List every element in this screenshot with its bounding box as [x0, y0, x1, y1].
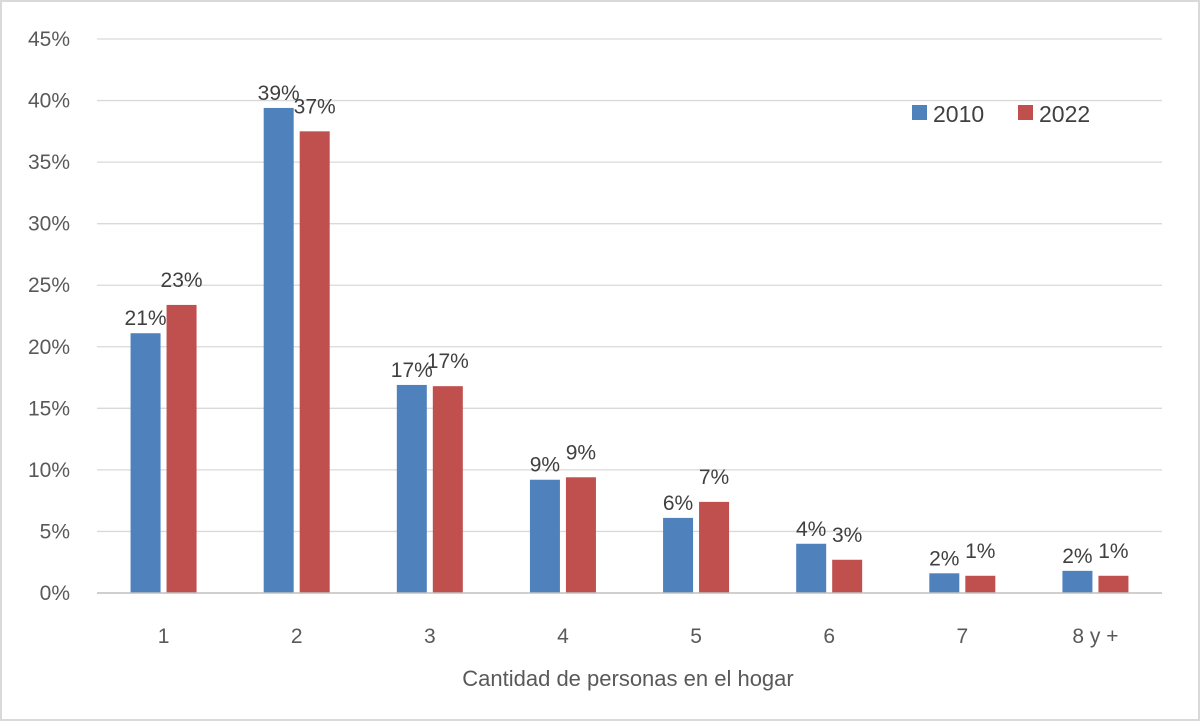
legend-swatch-2022 — [1018, 105, 1033, 120]
y-tick-label: 30% — [28, 213, 70, 236]
y-tick-label: 10% — [28, 459, 70, 482]
x-tick-label: 6 — [823, 625, 835, 648]
bar-2022-1 — [166, 304, 197, 593]
y-tick-label: 35% — [28, 151, 70, 174]
x-tick-label: 8 y + — [1072, 625, 1118, 648]
y-tick-label: 45% — [28, 28, 70, 51]
bar-2010-6 — [796, 543, 827, 593]
bar-2010-1 — [130, 333, 161, 593]
data-label-2010-4: 9% — [530, 454, 560, 477]
x-axis-title: Cantidad de personas en el hogar — [462, 666, 793, 691]
y-tick-label: 0% — [40, 582, 70, 605]
bar-2022-4 — [565, 477, 596, 593]
data-label-2022-5: 7% — [699, 466, 729, 489]
bar-2010-8 — [1062, 570, 1093, 593]
x-tick-label: 7 — [956, 625, 968, 648]
x-tick-label: 5 — [690, 625, 702, 648]
y-axis-ticks: 0% 5% 10% 15% 20% 25% 30% 35% 40% 45% — [28, 28, 70, 605]
legend-label-2022: 2022 — [1039, 101, 1090, 127]
bar-2022-5 — [699, 501, 730, 593]
y-tick-label: 40% — [28, 90, 70, 113]
y-tick-label: 5% — [40, 520, 70, 543]
data-label-2022-6: 3% — [832, 524, 862, 547]
bars — [130, 107, 1129, 594]
data-label-2022-3: 17% — [427, 350, 469, 373]
bar-2022-8 — [1098, 575, 1129, 593]
data-label-2022-7: 1% — [965, 540, 995, 563]
data-label-2010-3: 17% — [391, 359, 433, 382]
x-tick-label: 1 — [158, 625, 170, 648]
data-label-2022-2: 37% — [294, 95, 336, 118]
bar-2022-2 — [299, 131, 330, 594]
bar-2010-3 — [396, 384, 427, 593]
x-tick-label: 3 — [424, 625, 436, 648]
y-tick-label: 15% — [28, 397, 70, 420]
x-tick-label: 4 — [557, 625, 569, 648]
data-label-2010-6: 4% — [796, 518, 826, 541]
bar-2010-5 — [663, 517, 694, 593]
bar-2022-6 — [832, 559, 863, 593]
bar-2010-2 — [263, 107, 294, 593]
data-label-2010-8: 2% — [1062, 545, 1092, 568]
data-label-2022-4: 9% — [566, 441, 596, 464]
data-label-2010-7: 2% — [929, 547, 959, 570]
data-label-2022-8: 1% — [1098, 540, 1128, 563]
data-label-2010-1: 21% — [125, 307, 167, 330]
data-label-2010-2: 39% — [258, 82, 300, 105]
bar-2010-4 — [529, 479, 560, 593]
x-tick-label: 2 — [291, 625, 303, 648]
data-label-2022-1: 23% — [161, 269, 203, 292]
data-label-2010-5: 6% — [663, 492, 693, 515]
legend: 2010 2022 — [912, 101, 1090, 127]
y-tick-label: 20% — [28, 336, 70, 359]
y-tick-label: 25% — [28, 274, 70, 297]
x-axis-ticks: 1 2 3 4 5 6 7 8 y + — [158, 625, 1119, 648]
data-labels: 21% 23% 39%37% 17%17% 9% 9% 6% 7% 4% 3% 2% 1% 2% 1% — [125, 82, 1129, 570]
bar-2022-7 — [965, 575, 996, 593]
bar-2022-3 — [432, 386, 463, 593]
legend-swatch-2010 — [912, 105, 927, 120]
bar-2010-7 — [929, 573, 960, 593]
gridlines — [97, 38, 1162, 533]
legend-label-2010: 2010 — [933, 101, 984, 127]
